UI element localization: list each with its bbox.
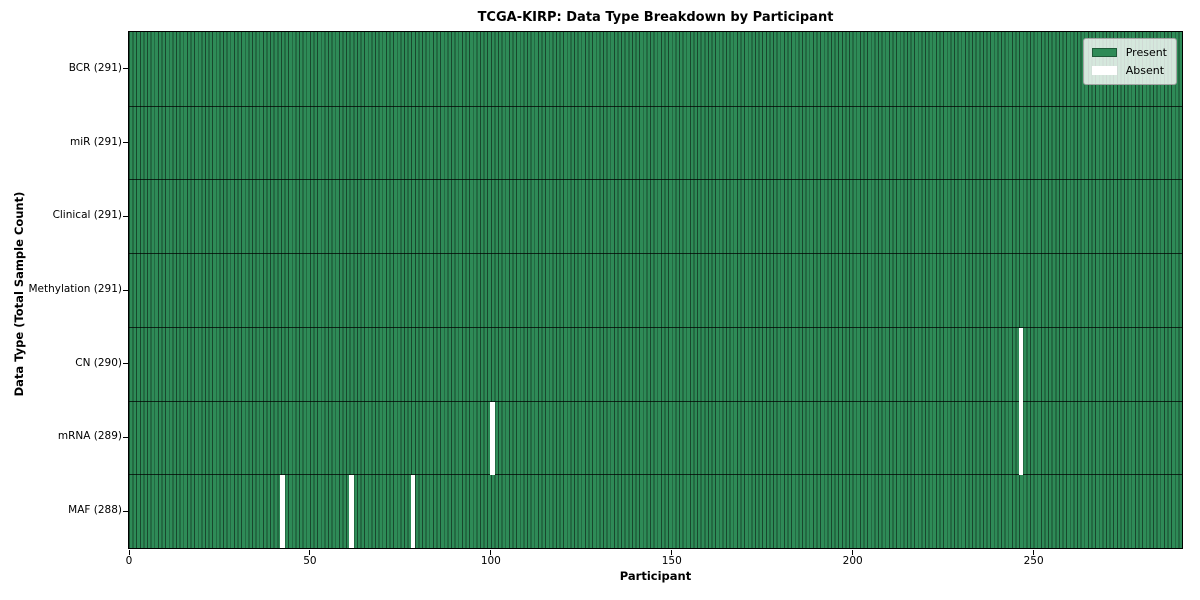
- row-divider: [129, 400, 1182, 402]
- legend-item-absent: Absent: [1091, 63, 1167, 78]
- y-tick-mark: [123, 68, 128, 70]
- y-tick-label-Clinical: Clinical (291): [52, 209, 122, 222]
- heatmap-plot-area: Present Absent: [128, 31, 1183, 549]
- x-tick-mark: [852, 550, 854, 555]
- y-tick-label-BCR: BCR (291): [68, 61, 122, 74]
- x-tick-mark: [309, 550, 311, 555]
- x-tick-label-250: 250: [1023, 555, 1044, 567]
- absent-swatch: [1091, 66, 1117, 75]
- absent-cell-MAF-42: [280, 475, 286, 548]
- y-tick-label-MAF: MAF (288): [68, 504, 122, 517]
- legend: Present Absent: [1082, 38, 1177, 85]
- row-divider: [129, 179, 1182, 181]
- y-tick-label-Methylation: Methylation (291): [28, 283, 122, 295]
- x-tick-mark: [671, 550, 673, 555]
- absent-cell-MAF-78: [410, 475, 416, 548]
- y-tick-mark: [123, 363, 128, 365]
- absent-cell-mRNA-246: [1018, 401, 1024, 476]
- row-divider: [129, 326, 1182, 328]
- x-tick-label-50: 50: [303, 555, 317, 567]
- y-tick-label-mRNA: mRNA (289): [57, 430, 122, 443]
- x-axis-label: Participant: [619, 569, 692, 583]
- absent-cell-mRNA-100: [490, 401, 495, 476]
- row-divider: [129, 253, 1182, 255]
- legend-label-absent: Absent: [1125, 64, 1165, 77]
- y-tick-mark: [123, 289, 128, 291]
- y-tick-mark: [123, 510, 128, 512]
- legend-item-present: Present: [1091, 45, 1167, 60]
- x-tick-mark: [490, 550, 492, 555]
- x-tick-label-150: 150: [661, 555, 682, 567]
- chart-title: TCGA-KIRP: Data Type Breakdown by Partic…: [477, 10, 834, 25]
- absent-cell-CN-246: [1018, 327, 1024, 402]
- x-tick-label-0: 0: [125, 555, 133, 567]
- y-tick-mark: [123, 436, 128, 438]
- x-tick-label-200: 200: [842, 555, 863, 567]
- y-tick-mark: [123, 215, 128, 217]
- y-tick-label-miR: miR (291): [69, 135, 122, 148]
- present-swatch: [1091, 48, 1117, 57]
- x-tick-mark: [1033, 550, 1035, 555]
- y-tick-mark: [123, 142, 128, 144]
- x-tick-label-100: 100: [480, 555, 501, 567]
- legend-label-present: Present: [1125, 46, 1167, 59]
- row-divider: [129, 474, 1182, 476]
- y-axis-label: Data Type (Total Sample Count): [12, 191, 26, 397]
- x-tick-mark: [128, 550, 130, 555]
- row-divider: [129, 105, 1182, 107]
- absent-cell-MAF-61: [349, 475, 354, 548]
- y-tick-label-CN: CN (290): [75, 356, 122, 369]
